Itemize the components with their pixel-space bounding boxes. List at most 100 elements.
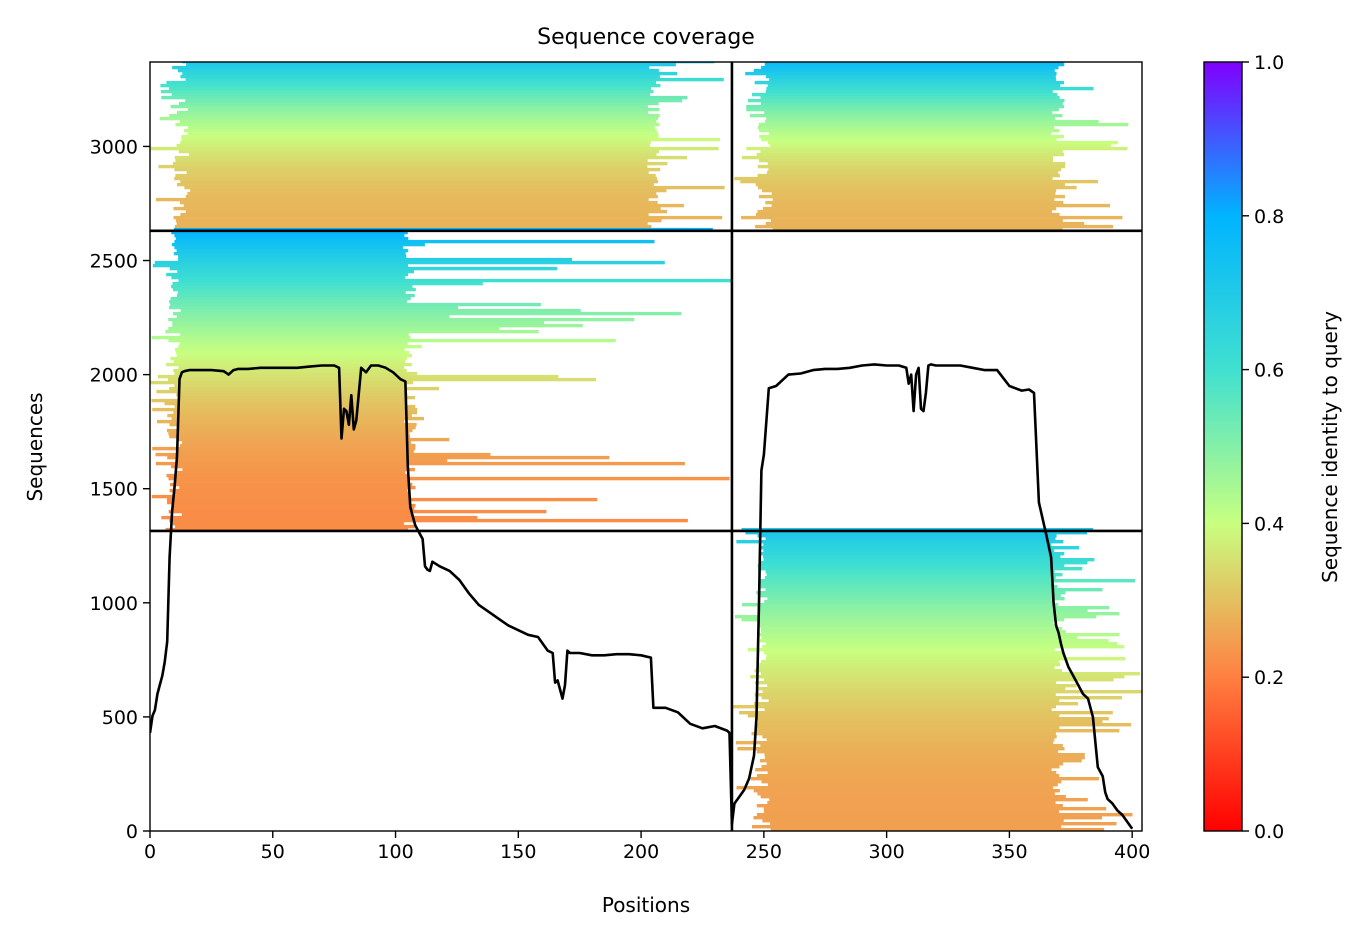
sequence-row xyxy=(765,537,1056,541)
sequence-row xyxy=(164,401,405,406)
sequence-row xyxy=(182,71,678,76)
y-tick-label: 500 xyxy=(102,707,138,729)
sequence-row xyxy=(759,158,1054,163)
sequence-row xyxy=(759,639,1109,643)
sequence-row xyxy=(766,116,1055,121)
coverage-line-layer xyxy=(150,363,1134,830)
sequence-row xyxy=(753,816,1102,820)
sequence-row xyxy=(755,182,1065,187)
sequence-row xyxy=(176,248,409,253)
sequence-row xyxy=(757,621,1054,625)
sequence-row xyxy=(758,194,1065,199)
sequence-row xyxy=(761,765,1060,769)
sequence-row xyxy=(172,323,583,328)
sequence-row xyxy=(765,221,1085,226)
sequence-row xyxy=(750,675,1125,679)
sequence-row xyxy=(758,609,1088,613)
sequence-row xyxy=(770,822,1117,826)
sequence-row xyxy=(761,696,1122,700)
sequence-row xyxy=(174,404,416,409)
coverage-heatmap xyxy=(150,62,1142,831)
sequence-row xyxy=(151,494,410,499)
sequence-row xyxy=(762,645,1125,649)
sequence-row xyxy=(179,119,657,124)
sequence-row xyxy=(172,65,650,70)
sequence-row xyxy=(765,657,1126,661)
sequence-row xyxy=(180,74,660,79)
sequence-row xyxy=(165,329,539,334)
sequence-row xyxy=(767,140,1118,145)
sequence-row xyxy=(751,732,1056,736)
sequence-row xyxy=(169,386,439,391)
sequence-row xyxy=(175,236,409,241)
sequence-row xyxy=(152,446,416,451)
sequence-row xyxy=(756,591,1066,595)
sequence-row xyxy=(175,458,448,463)
sequence-row xyxy=(185,98,683,103)
sequence-row xyxy=(176,437,450,442)
sequence-row xyxy=(180,212,649,217)
colorbar-tick-label: 0.2 xyxy=(1254,667,1284,689)
sequence-row xyxy=(172,242,425,247)
sequence-row xyxy=(758,552,1065,556)
sequence-row xyxy=(176,449,414,454)
sequence-row xyxy=(167,413,412,418)
sequence-row xyxy=(175,347,405,352)
sequence-row xyxy=(168,377,596,382)
sequence-row xyxy=(756,804,1063,808)
sequence-row xyxy=(754,80,1064,85)
sequence-row xyxy=(765,570,1055,574)
sequence-row xyxy=(760,95,1060,100)
colorbar-tick-label: 0.4 xyxy=(1254,513,1284,535)
sequence-row xyxy=(757,564,1065,568)
sequence-row xyxy=(746,146,1128,151)
sequence-row xyxy=(150,380,414,385)
sequence-row xyxy=(172,521,404,526)
sequence-row xyxy=(757,125,1054,130)
sequence-row xyxy=(179,341,408,346)
colorbar-gradient xyxy=(1203,61,1243,832)
sequence-row xyxy=(171,92,651,97)
sequence-row xyxy=(170,104,648,109)
sequence-row xyxy=(767,83,1061,88)
sequence-row xyxy=(176,392,408,397)
sequence-row xyxy=(179,200,658,205)
sequence-row xyxy=(766,170,1059,175)
sequence-row xyxy=(733,705,1056,709)
sequence-row xyxy=(755,723,1132,727)
sequence-row xyxy=(177,293,415,298)
sequence-row xyxy=(180,179,659,184)
sequence-row xyxy=(760,795,1066,799)
x-axis-label: Positions xyxy=(602,893,690,917)
sequence-row xyxy=(769,131,1052,136)
sequence-row xyxy=(736,786,1053,790)
sequence-row xyxy=(179,485,416,490)
sequence-row xyxy=(768,167,1061,172)
sequence-row xyxy=(160,89,654,94)
sequence-row xyxy=(172,161,668,166)
sequence-row xyxy=(766,573,1063,577)
sequence-row xyxy=(174,239,655,244)
chart-title: Sequence coverage xyxy=(537,25,755,50)
sequence-row xyxy=(170,296,411,301)
sequence-row xyxy=(757,792,1055,796)
sequence-row xyxy=(186,62,676,67)
sequence-row xyxy=(156,389,405,394)
sequence-row xyxy=(169,422,417,427)
sequence-row xyxy=(174,383,405,388)
sequence-row xyxy=(170,302,541,307)
sequence-row xyxy=(750,113,1063,118)
coverage-block xyxy=(150,227,732,532)
sequence-row xyxy=(173,251,406,256)
coverage-block xyxy=(733,528,1142,831)
sequence-row xyxy=(184,185,725,190)
sequence-row xyxy=(174,176,657,181)
sequence-row xyxy=(181,134,659,139)
sequence-row xyxy=(172,506,415,511)
sequence-row xyxy=(747,98,1065,103)
sequence-row xyxy=(759,128,1060,133)
sequence-row xyxy=(171,275,406,280)
sequence-row xyxy=(760,759,1082,763)
sequence-row xyxy=(760,627,1062,631)
